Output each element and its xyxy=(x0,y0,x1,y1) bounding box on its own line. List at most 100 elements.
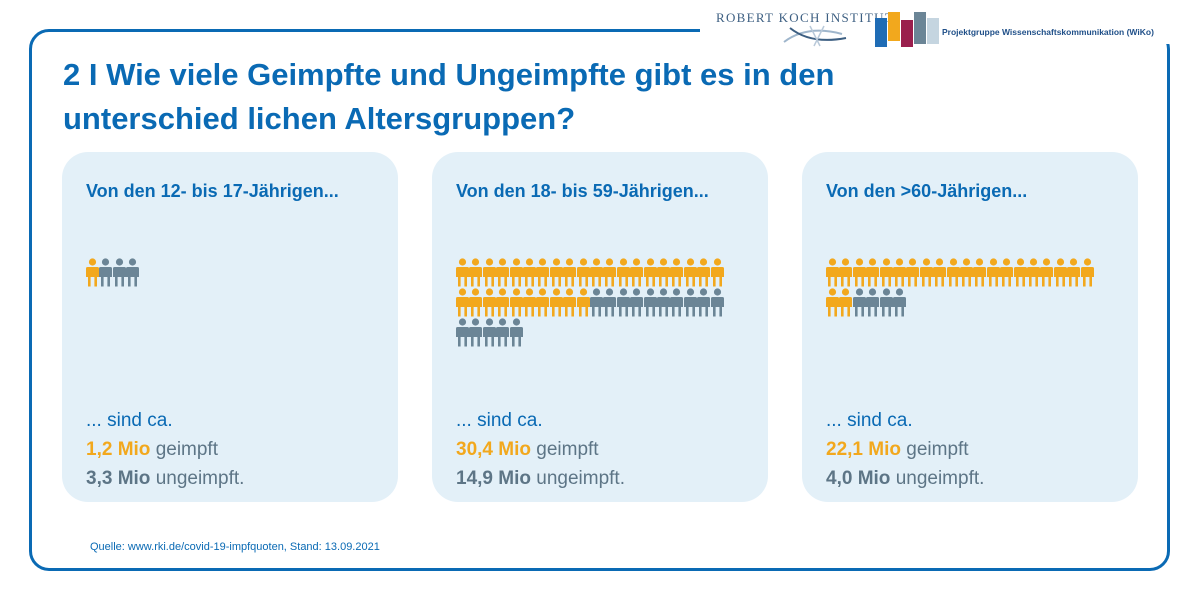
vaccinated-person-icon xyxy=(469,288,483,317)
rki-logo-text: ROBERT KOCH INSTITUT xyxy=(716,10,895,25)
vaccinated-line: 30,4 Mio geimpft xyxy=(456,435,625,464)
unvaccinated-person-icon xyxy=(590,288,603,317)
vaccinated-person-icon xyxy=(576,288,590,317)
vaccinated-label: geimpft xyxy=(155,439,218,460)
vaccinated-person-icon xyxy=(919,258,933,287)
vaccinated-person-icon xyxy=(509,258,523,287)
unvaccinated-value: 4,0 Mio xyxy=(826,468,891,489)
vaccinated-person-icon xyxy=(960,258,973,287)
unvaccinated-person-icon xyxy=(469,318,483,347)
panel-title: Von den >60-Jährigen... xyxy=(826,181,1028,201)
pictogram xyxy=(86,258,386,358)
vaccinated-person-icon xyxy=(866,258,880,287)
stats-block: ... sind ca. 22,1 Mio geimpft 4,0 Mio un… xyxy=(826,406,984,493)
vaccinated-person-icon xyxy=(482,288,496,317)
vaccinated-person-icon xyxy=(893,258,906,287)
age-group-panel-18-59: Von den 18- bis 59-Jährigen... ... sind … xyxy=(432,152,768,502)
vaccinated-person-icon xyxy=(1053,258,1067,287)
vaccinated-value: 22,1 Mio xyxy=(826,439,901,460)
unvaccinated-person-icon xyxy=(710,288,724,317)
unvaccinated-person-icon xyxy=(643,288,657,317)
vaccinated-value: 30,4 Mio xyxy=(456,439,531,460)
vaccinated-line: 1,2 Mio geimpft xyxy=(86,435,244,464)
vaccinated-person-icon xyxy=(946,258,960,287)
vaccinated-person-icon xyxy=(536,258,550,287)
rki-logo-icon xyxy=(783,25,847,47)
vaccinated-person-icon xyxy=(670,258,684,287)
vaccinated-person-icon xyxy=(1040,258,1054,287)
wiko-logo-icon xyxy=(875,12,939,47)
vaccinated-person-icon xyxy=(549,288,563,317)
vaccinated-person-icon xyxy=(603,258,617,287)
vaccinated-person-icon xyxy=(826,288,839,317)
vaccinated-person-icon xyxy=(456,288,469,317)
unvaccinated-person-icon xyxy=(616,288,630,317)
vaccinated-person-icon xyxy=(482,258,496,287)
vaccinated-person-icon xyxy=(590,258,603,287)
unvaccinated-person-icon xyxy=(482,318,496,347)
vaccinated-person-icon xyxy=(826,258,839,287)
unvaccinated-person-icon xyxy=(852,288,866,317)
vaccinated-person-icon xyxy=(852,258,866,287)
vaccinated-person-icon xyxy=(523,288,536,317)
unvaccinated-person-icon xyxy=(879,288,893,317)
vaccinated-person-icon xyxy=(469,258,483,287)
vaccinated-person-icon xyxy=(523,258,536,287)
unvaccinated-person-icon xyxy=(697,288,711,317)
stats-block: ... sind ca. 1,2 Mio geimpft 3,3 Mio ung… xyxy=(86,406,244,493)
unvaccinated-label: ungeimpft. xyxy=(155,468,245,489)
unvaccinated-value: 14,9 Mio xyxy=(456,468,531,489)
unvaccinated-person-icon xyxy=(893,288,906,317)
unvaccinated-person-icon xyxy=(456,318,469,347)
vaccinated-person-icon xyxy=(657,258,670,287)
vaccinated-person-icon xyxy=(1080,258,1094,287)
age-group-panel-60-plus: Von den >60-Jährigen... ... sind ca. 22,… xyxy=(802,152,1138,502)
age-group-panel-12-17: Von den 12- bis 17-Jährigen... ... sind … xyxy=(62,152,398,502)
unvaccinated-label: ungeimpft. xyxy=(536,468,625,489)
vaccinated-person-icon xyxy=(879,258,893,287)
vaccinated-label: geimpft xyxy=(536,439,599,460)
unvaccinated-line: 4,0 Mio ungeimpft. xyxy=(826,464,984,493)
unvaccinated-label: ungeimpft. xyxy=(895,468,985,489)
stats-block: ... sind ca. 30,4 Mio geimpft 14,9 Mio u… xyxy=(456,406,625,493)
panel-title: Von den 12- bis 17-Jährigen... xyxy=(86,181,339,201)
vaccinated-person-icon xyxy=(86,258,99,287)
unvaccinated-person-icon xyxy=(670,288,684,317)
vaccinated-person-icon xyxy=(496,258,510,287)
vaccinated-person-icon xyxy=(496,288,510,317)
unvaccinated-line: 14,9 Mio ungeimpft. xyxy=(456,464,625,493)
unvaccinated-person-icon xyxy=(99,258,113,287)
unvaccinated-line: 3,3 Mio ungeimpft. xyxy=(86,464,244,493)
vaccinated-person-icon xyxy=(1000,258,1014,287)
stats-intro: ... sind ca. xyxy=(826,410,913,431)
vaccinated-person-icon xyxy=(933,258,947,287)
unvaccinated-person-icon xyxy=(657,288,670,317)
vaccinated-person-icon xyxy=(509,288,523,317)
vaccinated-person-icon xyxy=(643,258,657,287)
vaccinated-person-icon xyxy=(1027,258,1040,287)
vaccinated-person-icon xyxy=(697,258,711,287)
vaccinated-person-icon xyxy=(1013,258,1027,287)
source-note: Quelle: www.rki.de/covid-19-impfquoten, … xyxy=(90,541,380,553)
vaccinated-person-icon xyxy=(576,258,590,287)
page-title: 2 I Wie viele Geimpfte und Ungeimpfte gi… xyxy=(63,57,835,136)
vaccinated-person-icon xyxy=(549,258,563,287)
unvaccinated-person-icon xyxy=(630,288,644,317)
unvaccinated-person-icon xyxy=(509,318,523,347)
unvaccinated-person-icon xyxy=(496,318,510,347)
unvaccinated-person-icon xyxy=(603,288,617,317)
wiko-logo-text: Projektgruppe Wissenschaftskommunikation… xyxy=(942,27,1154,37)
vaccinated-person-icon xyxy=(683,258,697,287)
vaccinated-person-icon xyxy=(906,258,920,287)
vaccinated-person-icon xyxy=(563,258,577,287)
vaccinated-person-icon xyxy=(536,288,550,317)
unvaccinated-person-icon xyxy=(866,288,880,317)
unvaccinated-person-icon xyxy=(126,258,140,287)
vaccinated-label: geimpft xyxy=(906,439,969,460)
vaccinated-person-icon xyxy=(839,258,853,287)
infographic-frame xyxy=(29,29,1170,571)
pictogram xyxy=(456,258,756,358)
vaccinated-line: 22,1 Mio geimpft xyxy=(826,435,984,464)
vaccinated-person-icon xyxy=(986,258,1000,287)
vaccinated-person-icon xyxy=(563,288,577,317)
